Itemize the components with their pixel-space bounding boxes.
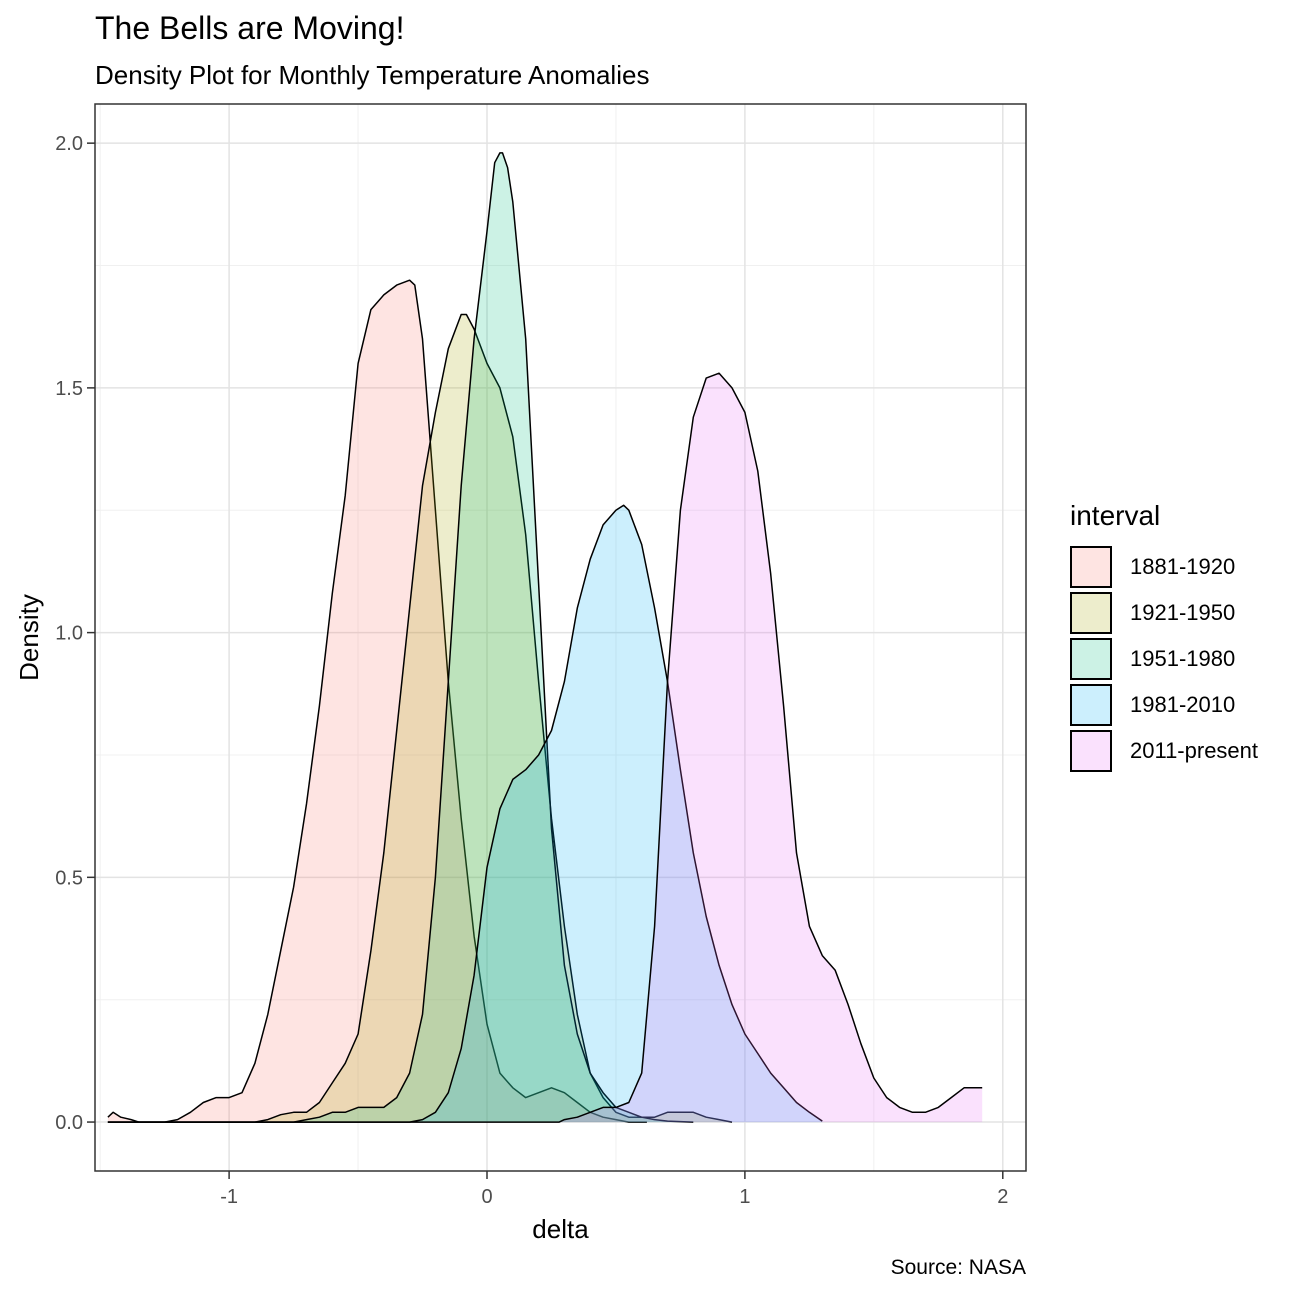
- density-line-1981-2010: [107, 504, 823, 1123]
- density-area-1981-2010: [107, 505, 823, 1123]
- legend-label: 1881-1920: [1130, 554, 1236, 579]
- density-line-1921-1950: [107, 313, 733, 1123]
- density-area-1921-1950: [107, 314, 732, 1123]
- legend-swatch: [1070, 592, 1112, 634]
- legend-item-1921-1950: 1921-1950: [1070, 590, 1258, 636]
- y-tick-label: 1.5: [55, 378, 83, 400]
- density-line-1951-1980: [107, 152, 694, 1123]
- density-line-2011-present: [107, 372, 983, 1123]
- x-axis-label: delta: [532, 1214, 589, 1244]
- x-tick-label: 1: [739, 1186, 750, 1208]
- legend-label: 2011-present: [1130, 738, 1259, 763]
- y-tick-label: 2.0: [55, 133, 83, 155]
- chart-caption: Source: NASA: [890, 1256, 1026, 1279]
- legend-item-1951-1980: 1951-1980: [1070, 636, 1258, 682]
- x-tick-label: 2: [997, 1186, 1008, 1208]
- y-tick-label: 1.0: [55, 623, 83, 645]
- density-area-1951-1980: [107, 152, 694, 1123]
- legend-label: 1981-2010: [1130, 692, 1236, 717]
- density-area-2011-present: [107, 373, 983, 1123]
- chart-title: The Bells are Moving!: [95, 10, 405, 46]
- x-tick-label: -1: [220, 1186, 238, 1208]
- legend-label: 1921-1950: [1130, 600, 1236, 625]
- legend-item-1981-2010: 1981-2010: [1070, 682, 1258, 728]
- density-area-1881-1920: [107, 280, 647, 1123]
- legend-item-1881-1920: 1881-1920: [1070, 544, 1258, 590]
- plot-panel-border: [94, 103, 1027, 1172]
- density-line-1881-1920: [107, 279, 647, 1123]
- legend-title: interval: [1070, 500, 1161, 531]
- y-tick-label: 0.0: [55, 1112, 83, 1134]
- legend-swatch: [1070, 730, 1112, 772]
- y-axis-label: Density: [14, 594, 44, 681]
- y-tick-label: 0.5: [55, 867, 83, 889]
- legend-swatch: [1070, 546, 1112, 588]
- legend-swatch: [1070, 638, 1112, 680]
- legend-label: 1951-1980: [1130, 646, 1236, 671]
- legend-item-2011-present: 2011-present: [1070, 728, 1258, 774]
- chart-subtitle: Density Plot for Monthly Temperature Ano…: [95, 60, 650, 90]
- x-tick-label: 0: [481, 1186, 492, 1208]
- legend: interval 1881-1920 1921-1950 1951-1980 1…: [1070, 500, 1258, 774]
- legend-swatch: [1070, 684, 1112, 726]
